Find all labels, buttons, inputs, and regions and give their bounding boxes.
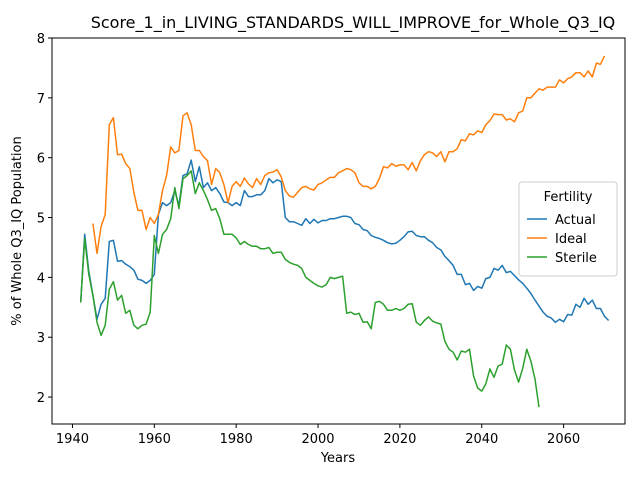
y-tick-label: 7 [37,92,45,107]
x-axis-label: Years [320,451,356,466]
x-tick-label: 1980 [220,432,253,447]
y-axis: 2 3 4 5 6 7 8 [37,32,52,406]
x-tick-label: 1940 [56,432,89,447]
series-line-actual [79,159,610,324]
legend-label-ideal: Ideal [555,232,587,247]
y-tick-label: 6 [37,152,45,167]
legend-title: Fertility [544,190,593,205]
legend-label-sterile: Sterile [555,251,597,266]
x-axis: 1940 1960 1980 2000 2020 2040 2060 [56,424,580,447]
y-tick-label: 5 [37,212,45,227]
series-layer [79,55,610,408]
x-tick-label: 1960 [138,432,171,447]
legend-label-actual: Actual [555,213,596,228]
x-tick-label: 2060 [547,432,580,447]
y-tick-label: 4 [37,271,45,286]
x-tick-label: 2020 [383,432,416,447]
legend-box [518,181,618,277]
x-tick-label: 2040 [465,432,498,447]
series-line-sterile [79,170,540,408]
y-axis-label: % of Whole Q3_IQ Population [10,136,25,325]
y-tick-label: 8 [37,32,45,47]
x-tick-label: 2000 [301,432,334,447]
y-tick-label: 3 [37,331,45,346]
y-tick-label: 2 [37,391,45,406]
series-line-ideal [92,55,606,255]
plot-frame [51,37,626,425]
chart-title: Score_1_in_LIVING_STANDARDS_WILL_IMPROVE… [91,13,616,33]
legend: Fertility Actual Ideal Sterile [518,181,618,277]
